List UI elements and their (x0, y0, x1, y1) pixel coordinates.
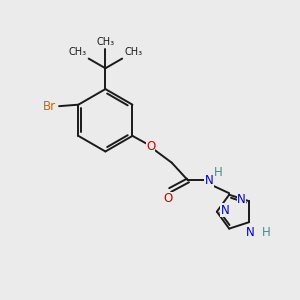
Text: N: N (237, 193, 245, 206)
Text: Br: Br (43, 100, 56, 113)
Text: H: H (214, 166, 223, 178)
Text: N: N (205, 174, 214, 187)
Text: CH₃: CH₃ (68, 46, 86, 56)
Text: CH₃: CH₃ (96, 37, 115, 47)
Text: N: N (246, 226, 255, 239)
Text: N: N (220, 204, 229, 217)
Text: CH₃: CH₃ (124, 46, 143, 56)
Text: H: H (262, 226, 270, 239)
Text: O: O (164, 192, 173, 206)
Text: O: O (146, 140, 155, 153)
